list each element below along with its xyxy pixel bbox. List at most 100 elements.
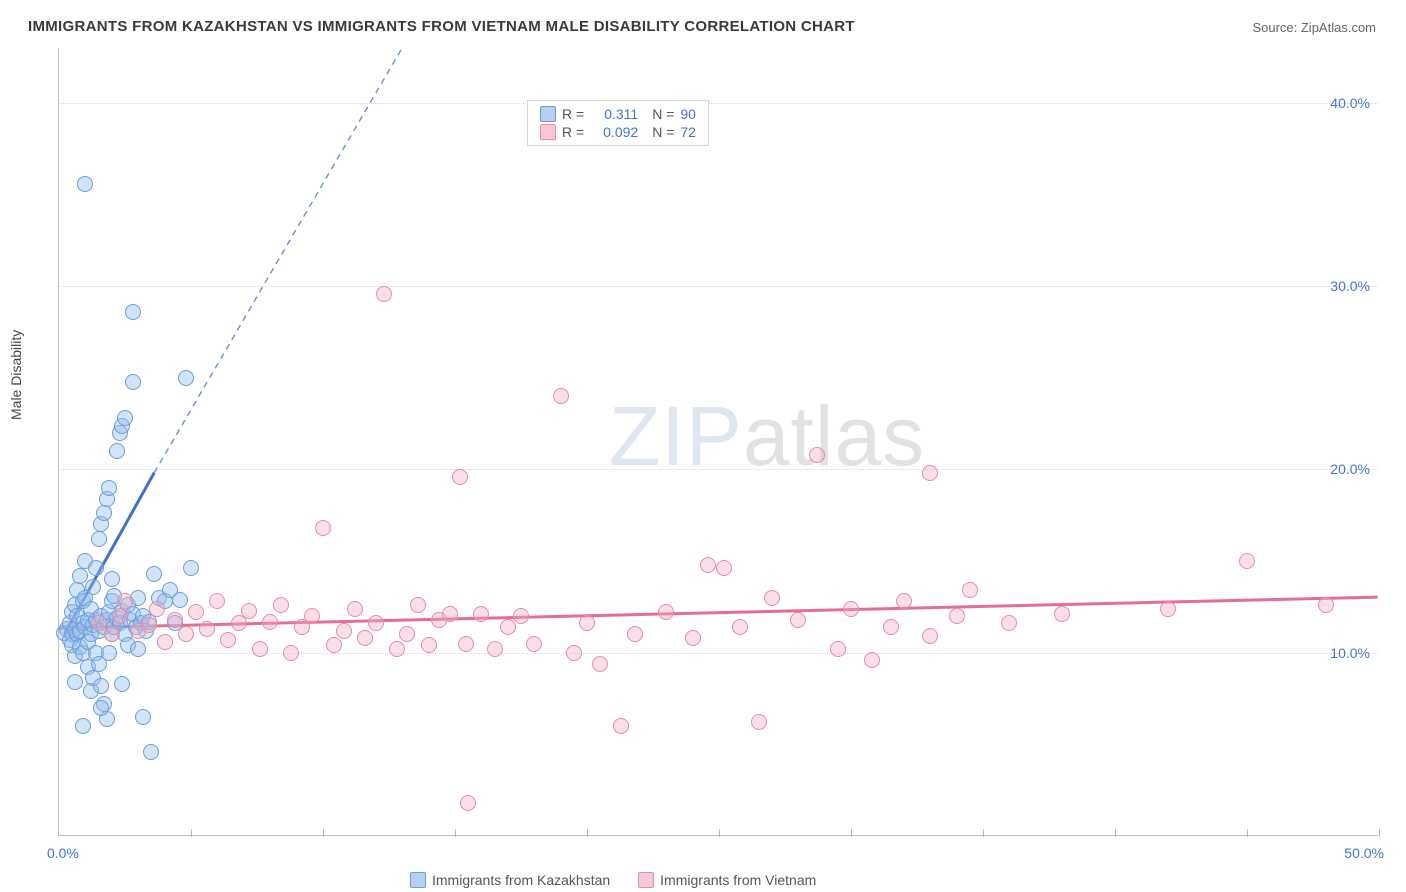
- data-point: [67, 674, 83, 690]
- data-point: [700, 557, 716, 573]
- data-point: [109, 443, 125, 459]
- data-point: [157, 634, 173, 650]
- data-point: [183, 560, 199, 576]
- data-point: [357, 630, 373, 646]
- data-point: [315, 520, 331, 536]
- data-point: [685, 630, 701, 646]
- data-point: [513, 608, 529, 624]
- legend-swatch-icon: [638, 872, 654, 888]
- data-point: [421, 637, 437, 653]
- x-tick: [719, 829, 720, 837]
- legend-r-value: 0.092: [590, 124, 638, 140]
- x-tick: [1379, 829, 1380, 837]
- data-point: [130, 641, 146, 657]
- data-point: [410, 597, 426, 613]
- data-point: [442, 606, 458, 622]
- data-point: [117, 410, 133, 426]
- data-point: [252, 641, 268, 657]
- x-tick: [1247, 829, 1248, 837]
- legend-series: Immigrants from Kazakhstan Immigrants fr…: [410, 872, 816, 888]
- legend-n-value: 72: [680, 124, 696, 140]
- data-point: [93, 678, 109, 694]
- data-point: [241, 603, 257, 619]
- data-point: [922, 628, 938, 644]
- plot-area: 10.0%20.0%30.0%40.0% 0.0% 50.0% ZIPatlas…: [58, 48, 1378, 836]
- x-tick: [587, 829, 588, 837]
- data-point: [135, 709, 151, 725]
- data-point: [304, 608, 320, 624]
- data-point: [231, 615, 247, 631]
- y-axis-label: Male Disability: [8, 330, 24, 420]
- gridline: [59, 286, 1378, 287]
- data-point: [347, 601, 363, 617]
- data-point: [178, 626, 194, 642]
- x-tick: [455, 829, 456, 837]
- data-point: [199, 621, 215, 637]
- data-point: [101, 645, 117, 661]
- legend-r-label: R =: [562, 106, 584, 122]
- data-point: [1054, 606, 1070, 622]
- x-tick: [191, 829, 192, 837]
- data-point: [88, 560, 104, 576]
- data-point: [658, 604, 674, 620]
- data-point: [553, 388, 569, 404]
- data-point: [566, 645, 582, 661]
- data-point: [922, 465, 938, 481]
- data-point: [101, 480, 117, 496]
- legend-r-value: 0.311: [590, 106, 638, 122]
- data-point: [376, 286, 392, 302]
- data-point: [96, 505, 112, 521]
- x-tick: [851, 829, 852, 837]
- data-point: [141, 617, 157, 633]
- legend-stats: R = 0.311 N = 90 R = 0.092 N = 72: [527, 100, 709, 146]
- data-point: [579, 615, 595, 631]
- data-point: [843, 601, 859, 617]
- data-point: [114, 676, 130, 692]
- data-point: [627, 626, 643, 642]
- data-point: [1001, 615, 1017, 631]
- legend-stats-row: R = 0.311 N = 90: [540, 105, 696, 123]
- data-point: [188, 604, 204, 620]
- gridline: [59, 103, 1378, 104]
- data-point: [93, 700, 109, 716]
- data-point: [399, 626, 415, 642]
- data-point: [104, 626, 120, 642]
- x-tick: [983, 829, 984, 837]
- data-point: [949, 608, 965, 624]
- x-axis-label-min: 0.0%: [47, 845, 79, 861]
- x-axis-label-max: 50.0%: [1344, 845, 1384, 861]
- chart-title: IMMIGRANTS FROM KAZAKHSTAN VS IMMIGRANTS…: [28, 18, 855, 35]
- data-point: [864, 652, 880, 668]
- legend-stats-row: R = 0.092 N = 72: [540, 123, 696, 141]
- data-point: [273, 597, 289, 613]
- data-point: [790, 612, 806, 628]
- legend-series-label: Immigrants from Vietnam: [660, 872, 816, 888]
- data-point: [830, 641, 846, 657]
- data-point: [500, 619, 516, 635]
- data-point: [764, 590, 780, 606]
- data-point: [452, 469, 468, 485]
- data-point: [85, 579, 101, 595]
- data-point: [178, 370, 194, 386]
- trend-lines: [59, 48, 1378, 835]
- data-point: [112, 608, 128, 624]
- x-tick: [323, 829, 324, 837]
- data-point: [336, 623, 352, 639]
- data-point: [1318, 597, 1334, 613]
- data-point: [167, 612, 183, 628]
- data-point: [172, 592, 188, 608]
- data-point: [473, 606, 489, 622]
- data-point: [125, 374, 141, 390]
- legend-swatch-icon: [540, 124, 556, 140]
- source-label: Source: ZipAtlas.com: [1252, 20, 1376, 35]
- data-point: [716, 560, 732, 576]
- y-tick-label: 40.0%: [1330, 95, 1370, 111]
- legend-n-label: N =: [652, 106, 674, 122]
- gridline: [59, 469, 1378, 470]
- data-point: [592, 656, 608, 672]
- data-point: [751, 714, 767, 730]
- legend-r-label: R =: [562, 124, 584, 140]
- legend-series-item: Immigrants from Kazakhstan: [410, 872, 610, 888]
- data-point: [77, 176, 93, 192]
- data-point: [962, 582, 978, 598]
